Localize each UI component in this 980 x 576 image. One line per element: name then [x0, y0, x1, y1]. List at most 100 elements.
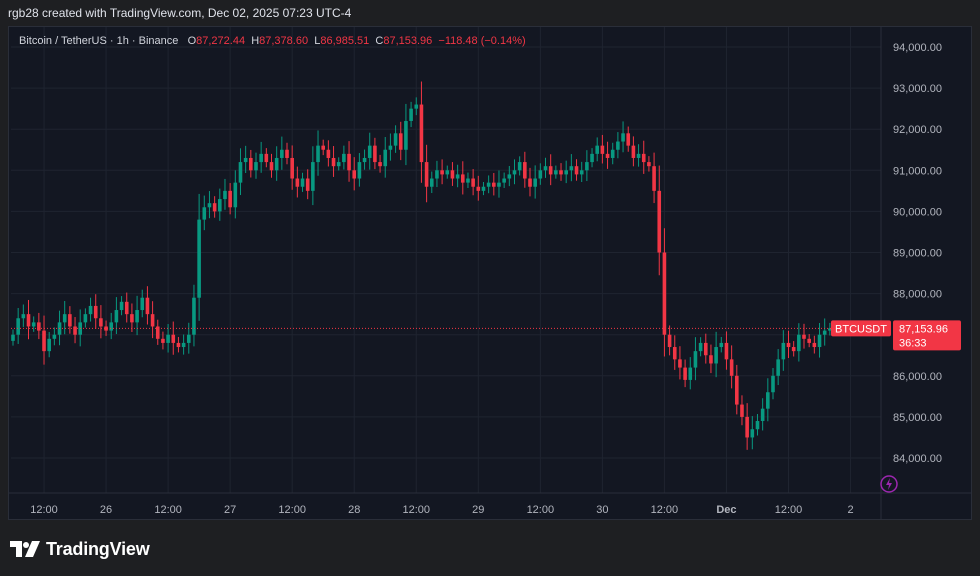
candle-body [233, 182, 238, 208]
candle-body [631, 145, 636, 158]
candle-body [626, 133, 631, 146]
candle-body [305, 178, 310, 191]
candle-body [548, 166, 553, 175]
candle-body [595, 145, 600, 154]
candle-body [62, 314, 67, 323]
candle-body [802, 334, 806, 339]
open-label: O [187, 35, 197, 47]
x-tick-label: 28 [348, 504, 360, 516]
candle-body [605, 153, 610, 158]
candle-body [636, 153, 641, 158]
candle-body [202, 207, 207, 220]
candle-body [678, 359, 682, 368]
candle-body [688, 367, 693, 380]
y-tick-label: 85,000.00 [893, 412, 942, 424]
candle-body [533, 178, 537, 187]
candle-body [176, 342, 181, 348]
chart-attribution: rgb28 created with TradingView.com, Dec … [8, 6, 352, 20]
candle-body [709, 355, 713, 364]
candle-body [554, 170, 558, 175]
candle-body [781, 342, 786, 360]
candle-body [186, 334, 191, 343]
candle-body [466, 178, 470, 183]
candle-body [404, 120, 408, 150]
candle-body [342, 153, 346, 163]
candlestick-chart[interactable]: 94,000.00 93,000.00 92,000.00 91,000.00 90,0… [9, 27, 971, 519]
ticker-tag [831, 320, 891, 337]
candle-body [698, 342, 703, 352]
candle-body [672, 347, 677, 360]
candle-body [791, 347, 796, 352]
candle-body [259, 153, 263, 163]
candle-body [316, 145, 320, 163]
candle-body [16, 318, 20, 335]
candle-body [280, 149, 284, 158]
candle-body [450, 170, 455, 179]
candle-body [42, 330, 46, 352]
candle-body [497, 182, 501, 187]
candle-body [729, 359, 734, 376]
candle-body [243, 157, 248, 163]
candle-body [238, 162, 243, 183]
candle-body [321, 145, 325, 150]
x-tick-label: 26 [100, 504, 112, 516]
candle-body [109, 322, 114, 331]
high-label: H [251, 35, 260, 47]
candle-body [254, 162, 258, 171]
candle-body [223, 190, 227, 200]
candle-body [352, 170, 357, 179]
x-tick-label: 12:00 [154, 504, 182, 516]
candle-body [621, 133, 625, 142]
candle-body [693, 351, 698, 368]
candle-body [419, 104, 424, 163]
candle-body [528, 178, 532, 187]
high-value: 87,378.60 [259, 35, 309, 47]
candle-body [393, 133, 398, 146]
candle-body [161, 338, 165, 343]
candle-body [249, 157, 253, 171]
chart-panel[interactable]: 94,000.00 93,000.00 92,000.00 91,000.00 90,0… [8, 26, 972, 520]
candle-body [47, 338, 51, 352]
x-tick-label: 12:00 [30, 504, 58, 516]
candle-body [797, 334, 801, 352]
candle-body [492, 182, 496, 187]
candle-body [171, 334, 176, 343]
candle-body [274, 157, 279, 171]
candle-body [812, 342, 817, 348]
candle-body [579, 170, 584, 175]
candle-body [21, 314, 26, 319]
candle-body [68, 314, 72, 327]
candle-body [440, 170, 444, 175]
close-label: C [375, 35, 384, 47]
candle-body [73, 326, 77, 335]
candle-body [435, 170, 439, 179]
candle-body [367, 145, 372, 158]
candle-body [760, 408, 765, 422]
y-tick-label: 84,000.00 [893, 453, 942, 465]
candle-body [776, 359, 780, 376]
candle-body [616, 141, 620, 150]
candle-body [755, 421, 760, 430]
candle-body [150, 314, 155, 327]
candle-body [719, 342, 724, 348]
x-tick-label: Dec [716, 504, 736, 516]
x-tick-label: 27 [224, 504, 236, 516]
candle-body [476, 186, 481, 191]
candle-body [37, 322, 41, 331]
candle-body [429, 178, 434, 187]
candle-body [543, 166, 548, 171]
lightning-icon [886, 478, 892, 490]
candle-body [610, 149, 615, 158]
x-tick-label: 12:00 [402, 504, 430, 516]
candle-body [398, 133, 403, 150]
candle-body [590, 153, 594, 163]
low-label: L [314, 35, 321, 47]
candle-body [424, 162, 429, 187]
candle-body [212, 203, 217, 212]
open-value: 87,272.44 [196, 35, 246, 47]
candle-body [114, 310, 119, 323]
y-tick-label: 89,000.00 [893, 248, 942, 260]
candle-body [662, 252, 667, 335]
y-tick-label: 88,000.00 [893, 289, 942, 301]
candle-body [538, 170, 543, 179]
